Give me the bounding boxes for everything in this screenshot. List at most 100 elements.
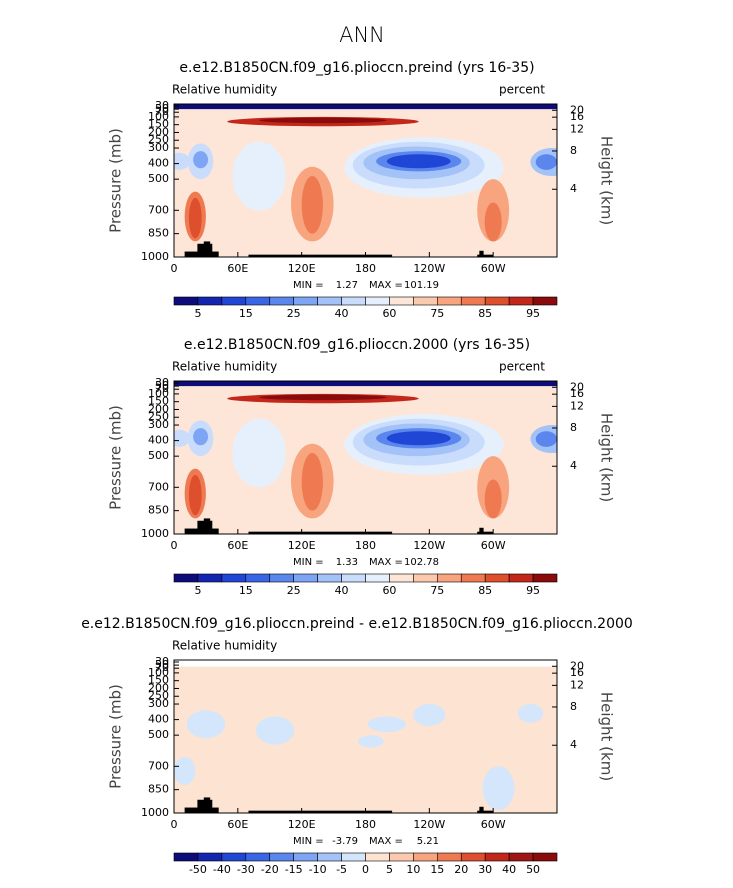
colorbar-label: -20: [261, 863, 279, 876]
colorbar-box: [365, 573, 390, 583]
y-tick-label: 700: [148, 203, 169, 216]
colorbar-label: 40: [335, 307, 349, 320]
contour-fill: [484, 202, 502, 242]
y2-axis-label: Height (km): [598, 413, 616, 502]
colorbar-label: 30: [478, 863, 492, 876]
colorbar-label: 75: [430, 584, 444, 597]
x-tick-label: 0: [171, 539, 178, 552]
colorbar-label: 85: [478, 307, 492, 320]
colorbar-label: 25: [287, 307, 301, 320]
max-value: 5.21: [417, 836, 439, 847]
contour-fill: [174, 756, 196, 785]
colorbar-box: [437, 852, 462, 862]
contour-fill: [413, 704, 446, 726]
panel-title: e.e12.B1850CN.f09_g16.plioccn.2000 (yrs …: [184, 337, 530, 353]
colorbar-box: [245, 573, 271, 583]
y-tick-label: 1000: [141, 250, 169, 263]
colorbar-label: -40: [213, 863, 231, 876]
colorbar-label: 60: [382, 584, 396, 597]
y-tick-label: 850: [148, 504, 169, 517]
colorbar-label: 20: [454, 863, 468, 876]
colorbar-box: [269, 573, 294, 583]
y-tick-label: 700: [148, 480, 169, 493]
contour-fill: [174, 429, 190, 447]
contour-field: [174, 381, 557, 534]
max-value: 102.78: [404, 557, 439, 568]
colorbar-box: [173, 852, 199, 862]
topography: [479, 806, 484, 813]
topography: [203, 518, 211, 534]
contour-fill: [193, 428, 209, 446]
x-tick-label: 120E: [288, 818, 316, 831]
colorbar-label: 60: [382, 307, 396, 320]
y-tick-label: 250: [148, 133, 169, 146]
contour-fill: [259, 117, 387, 124]
colorbar-label: 95: [526, 584, 540, 597]
colorbar-box: [532, 852, 558, 862]
colorbar-box: [460, 296, 486, 306]
y2-tick-label: 12: [570, 399, 584, 412]
colorbar-box: [269, 852, 294, 862]
y-tick-label: 30: [155, 655, 169, 668]
colorbar-box: [293, 296, 318, 306]
colorbar-box: [341, 296, 366, 306]
contour-fill: [186, 710, 226, 739]
y-tick-label: 50: [155, 379, 169, 392]
contour-fill: [301, 453, 323, 511]
x-tick-label: 60E: [227, 818, 248, 831]
y2-tick-label: 12: [570, 122, 584, 135]
y-tick-label: 150: [148, 395, 169, 408]
colorbar-box: [413, 852, 438, 862]
contour-fill: [232, 141, 286, 211]
min-value: 1.33: [336, 557, 358, 568]
y-tick-label: 70: [155, 382, 169, 395]
x-tick-label: 0: [171, 262, 178, 275]
y2-tick-label: 8: [570, 144, 577, 157]
y-tick-label: 1000: [141, 527, 169, 540]
variable-label: Relative humidity: [172, 83, 277, 97]
colorbar-label: 85: [478, 584, 492, 597]
contour-fill: [301, 176, 323, 234]
topography: [479, 527, 484, 534]
y-tick-label: 400: [148, 157, 169, 170]
y-tick-label: 30: [155, 99, 169, 112]
y-axis-label: Pressure (mb): [107, 684, 125, 789]
colorbar-box: [508, 573, 534, 583]
contour-fill: [484, 479, 502, 519]
colorbar-box: [221, 852, 247, 862]
colorbar-box: [484, 296, 510, 306]
contour-fill: [174, 152, 190, 170]
topography: [479, 250, 484, 257]
contour-fill: [259, 394, 387, 401]
colorbar-box: [460, 573, 486, 583]
contour-fill: [232, 418, 286, 488]
y2-axis-label: Height (km): [598, 692, 616, 781]
x-tick-label: 60W: [481, 262, 506, 275]
contour-fill: [255, 716, 295, 745]
x-tick-label: 180: [355, 262, 376, 275]
y-tick-label: 100: [148, 110, 169, 123]
contour-fill: [386, 154, 451, 169]
colorbar-box: [413, 573, 438, 583]
colorbar-label: 15: [239, 307, 253, 320]
max-label: MAX =: [369, 836, 403, 847]
topography: [477, 810, 494, 813]
colorbar-box: [221, 296, 247, 306]
y-tick-label: 150: [148, 118, 169, 131]
y2-tick-label: 20: [570, 659, 584, 672]
topography: [203, 797, 211, 813]
units-label: percent: [499, 360, 545, 374]
x-tick-label: 180: [355, 818, 376, 831]
x-tick-label: 120W: [413, 262, 445, 275]
y-tick-label: 300: [148, 141, 169, 154]
colorbar-label: 5: [194, 584, 201, 597]
colorbar-label: 75: [430, 307, 444, 320]
x-tick-label: 60E: [227, 262, 248, 275]
contour-fill: [174, 381, 557, 387]
y-tick-label: 250: [148, 689, 169, 702]
panel-title: e.e12.B1850CN.f09_g16.plioccn.preind (yr…: [179, 60, 534, 76]
y-tick-label: 50: [155, 102, 169, 115]
colorbar-label: -10: [309, 863, 327, 876]
x-tick-label: 180: [355, 539, 376, 552]
